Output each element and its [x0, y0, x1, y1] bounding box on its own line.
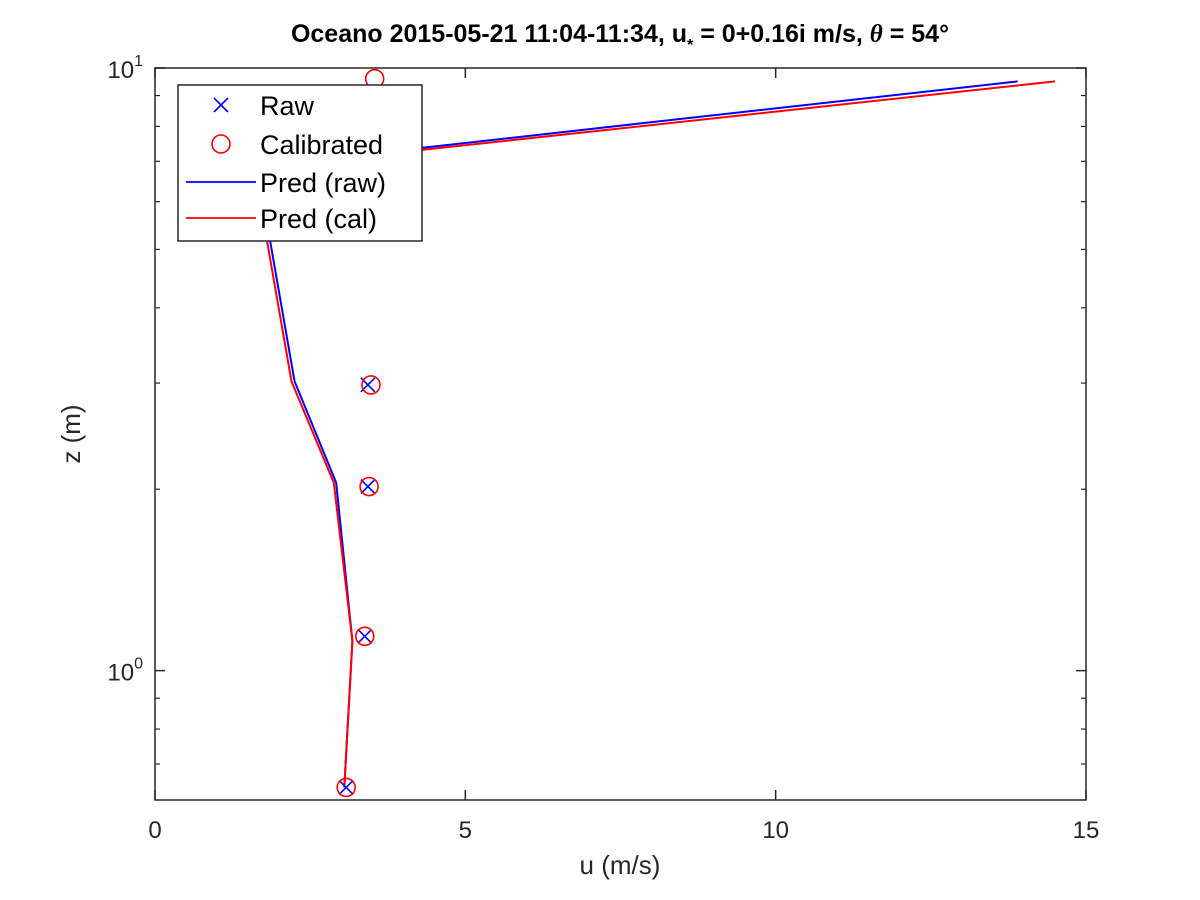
data-point-raw	[357, 628, 373, 644]
ticks-layer: 0 5 10 15 100 101	[107, 53, 1099, 844]
x-axis-label: u (m/s)	[580, 850, 661, 880]
data-point-calibrated	[359, 476, 379, 497]
y-tick-label: 100	[107, 656, 143, 687]
chart-title: Oceano 2015-05-21 11:04-11:34, u* = 0+0.…	[291, 20, 949, 54]
y-axis-label: z (m)	[56, 404, 86, 463]
legend-entry-raw: Raw	[213, 91, 315, 121]
data-point-calibrated	[336, 777, 357, 798]
legend-label-pred-raw: Pred (raw)	[260, 168, 386, 198]
x-tick-label: 5	[459, 817, 472, 844]
data-point-raw	[360, 479, 376, 495]
legend-label-calibrated: Calibrated	[260, 130, 383, 160]
legend-marker-calibrated	[211, 134, 231, 154]
x-tick-label: 10	[762, 817, 789, 844]
legend-box	[177, 84, 423, 242]
legend-entry-pred-cal: Pred (cal)	[186, 204, 377, 234]
data-point-calibrated	[354, 626, 375, 647]
axes-box	[154, 67, 1087, 801]
y-tick-label: 101	[107, 53, 143, 84]
data-point-calibrated	[361, 375, 381, 395]
legend-label-raw: Raw	[260, 91, 315, 121]
legend-label-pred-cal: Pred (cal)	[260, 204, 377, 234]
legend-entry-calibrated: Calibrated	[211, 130, 383, 160]
legend-marker-raw	[213, 97, 229, 113]
legend: Raw Calibrated Pred (raw) Pred (cal)	[177, 84, 423, 242]
x-tick-label: 0	[148, 817, 161, 844]
legend-entry-pred-raw: Pred (raw)	[186, 168, 386, 198]
data-point-raw	[338, 779, 354, 796]
x-tick-label: 15	[1073, 817, 1100, 844]
